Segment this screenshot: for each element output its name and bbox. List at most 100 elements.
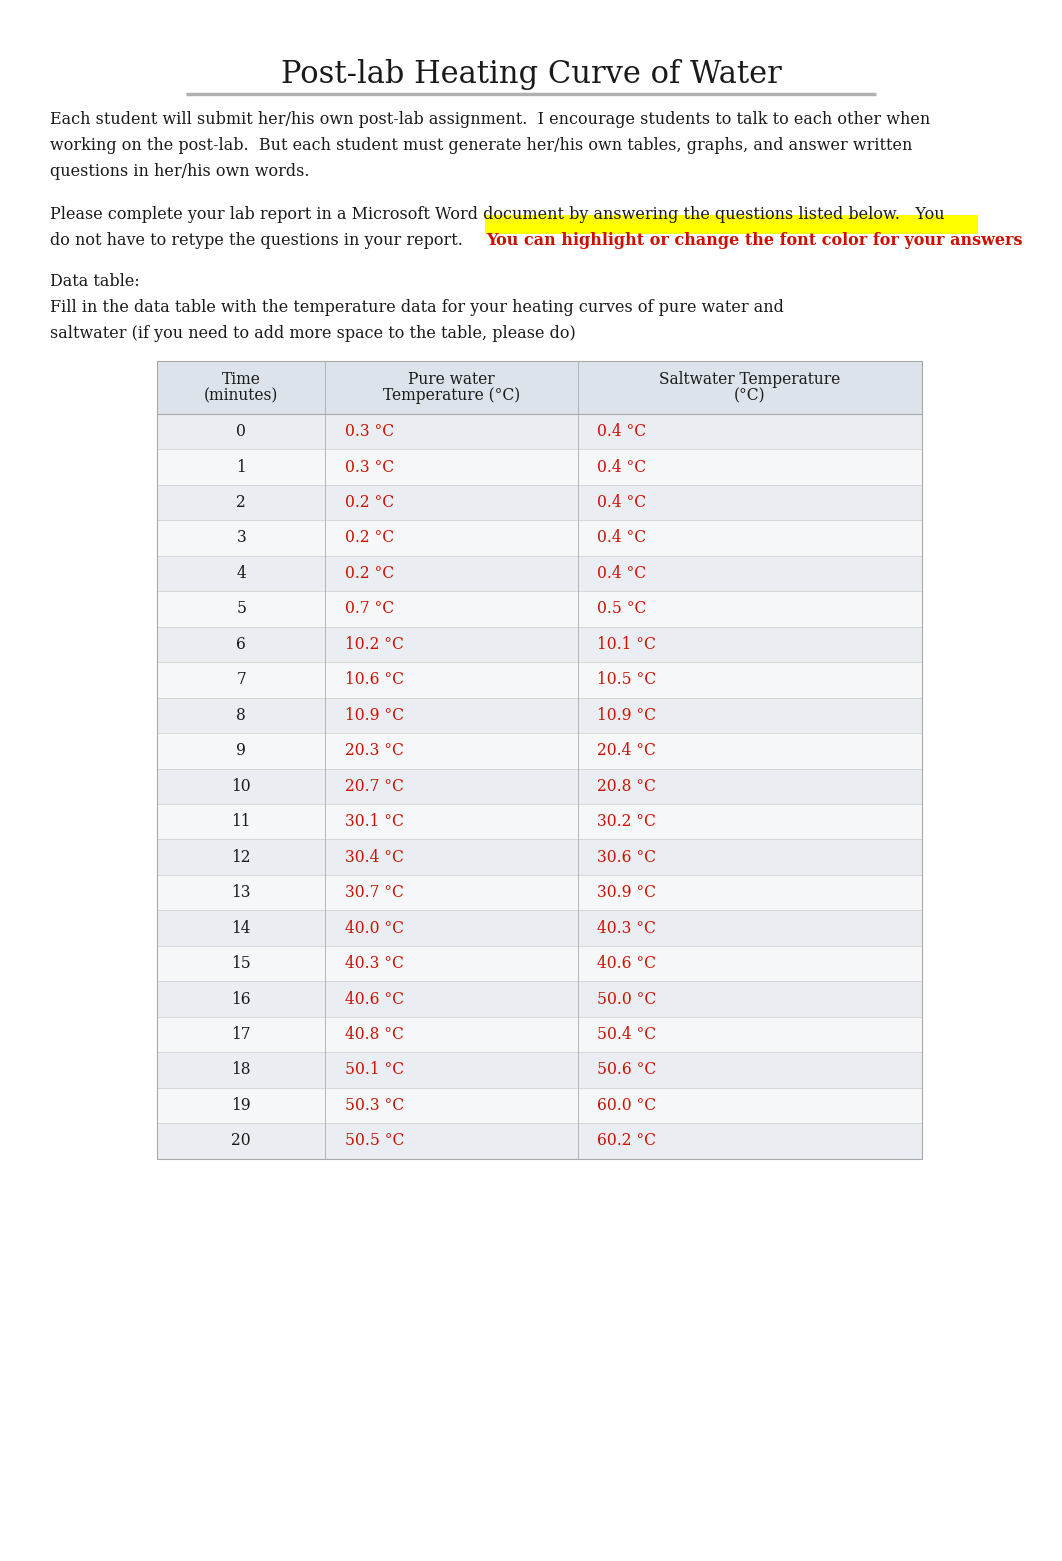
Text: saltwater (if you need to add more space to the table, please do): saltwater (if you need to add more space…	[50, 325, 576, 342]
Text: 8: 8	[237, 707, 246, 724]
Bar	[157, 1016, 922, 1052]
Text: 0.2 °C: 0.2 °C	[344, 493, 394, 510]
Text: 0.3 °C: 0.3 °C	[344, 423, 394, 440]
Text: 40.6 °C: 40.6 °C	[597, 955, 656, 973]
Text: 20: 20	[232, 1132, 251, 1149]
Text: 4: 4	[237, 565, 246, 582]
Bar	[157, 982, 922, 1016]
Text: working on the post-lab.  But each student must generate her/his own tables, gra: working on the post-lab. But each studen…	[50, 137, 912, 155]
Bar	[157, 1088, 922, 1124]
Text: 7: 7	[237, 671, 246, 688]
Text: Temperature (°C): Temperature (°C)	[383, 387, 520, 404]
Text: You can highlight or change the font color for your answers: You can highlight or change the font col…	[486, 231, 1023, 248]
Text: 60.2 °C: 60.2 °C	[597, 1132, 656, 1149]
Text: 16: 16	[232, 991, 251, 1007]
Bar	[157, 361, 922, 1158]
Text: 40.6 °C: 40.6 °C	[344, 991, 404, 1007]
Text: 30.1 °C: 30.1 °C	[344, 813, 404, 830]
Text: 10.5 °C: 10.5 °C	[597, 671, 656, 688]
Bar	[157, 485, 922, 520]
Text: 0.4 °C: 0.4 °C	[597, 493, 646, 510]
Text: Time: Time	[222, 372, 261, 387]
Text: Please complete your lab report in a Microsoft Word document by answering the qu: Please complete your lab report in a Mic…	[50, 206, 944, 223]
Text: 30.7 °C: 30.7 °C	[344, 884, 404, 901]
Text: 12: 12	[232, 849, 251, 866]
Text: 0: 0	[237, 423, 246, 440]
Bar	[157, 592, 922, 626]
Text: 10.6 °C: 10.6 °C	[344, 671, 404, 688]
Bar	[157, 768, 922, 804]
Text: 10.2 °C: 10.2 °C	[344, 635, 404, 652]
Text: do not have to retype the questions in your report.: do not have to retype the questions in y…	[50, 231, 473, 248]
Text: 50.5 °C: 50.5 °C	[344, 1132, 404, 1149]
Text: 30.4 °C: 30.4 °C	[344, 849, 404, 866]
Text: 19: 19	[232, 1097, 251, 1115]
Text: 40.8 °C: 40.8 °C	[344, 1026, 404, 1043]
Text: 0.4 °C: 0.4 °C	[597, 529, 646, 546]
Text: Each student will submit her/his own post-lab assignment.  I encourage students : Each student will submit her/his own pos…	[50, 111, 930, 128]
Bar	[157, 1124, 922, 1158]
Text: Pure water: Pure water	[408, 372, 495, 387]
Text: 30.2 °C: 30.2 °C	[597, 813, 655, 830]
Text: 10.9 °C: 10.9 °C	[344, 707, 404, 724]
Text: 10.1 °C: 10.1 °C	[597, 635, 655, 652]
Text: 9: 9	[237, 743, 246, 759]
Text: 10: 10	[232, 777, 251, 795]
Bar	[157, 874, 922, 910]
Text: 20.3 °C: 20.3 °C	[344, 743, 404, 759]
Text: 20.4 °C: 20.4 °C	[597, 743, 655, 759]
Bar	[157, 361, 922, 1158]
Text: 3: 3	[237, 529, 246, 546]
Text: Fill in the data table with the temperature data for your heating curves of pure: Fill in the data table with the temperat…	[50, 298, 784, 315]
Bar	[157, 556, 922, 592]
Bar	[157, 840, 922, 874]
Text: 0.2 °C: 0.2 °C	[344, 565, 394, 582]
Bar	[157, 626, 922, 662]
Text: 40.3 °C: 40.3 °C	[597, 919, 655, 937]
Text: 20.7 °C: 20.7 °C	[344, 777, 404, 795]
Text: 0.2 °C: 0.2 °C	[344, 529, 394, 546]
Text: 11: 11	[232, 813, 251, 830]
Text: 1: 1	[237, 459, 246, 476]
Text: 13: 13	[232, 884, 251, 901]
Text: 0.4 °C: 0.4 °C	[597, 423, 646, 440]
Text: Post-lab Heating Curve of Water: Post-lab Heating Curve of Water	[280, 59, 782, 91]
Text: 50.3 °C: 50.3 °C	[344, 1097, 404, 1115]
Text: 2: 2	[237, 493, 246, 510]
Text: 14: 14	[232, 919, 251, 937]
Text: 20.8 °C: 20.8 °C	[597, 777, 655, 795]
Text: 60.0 °C: 60.0 °C	[597, 1097, 656, 1115]
Text: 30.9 °C: 30.9 °C	[597, 884, 656, 901]
Bar	[157, 414, 922, 450]
Text: 17: 17	[232, 1026, 251, 1043]
Text: 10.9 °C: 10.9 °C	[597, 707, 656, 724]
Bar	[157, 1052, 922, 1088]
Bar	[485, 215, 978, 234]
Text: 40.0 °C: 40.0 °C	[344, 919, 404, 937]
Text: 50.4 °C: 50.4 °C	[597, 1026, 656, 1043]
Text: 0.4 °C: 0.4 °C	[597, 459, 646, 476]
Text: 50.0 °C: 50.0 °C	[597, 991, 656, 1007]
Text: Data table:: Data table:	[50, 273, 140, 290]
Text: 30.6 °C: 30.6 °C	[597, 849, 656, 866]
Bar	[157, 361, 922, 414]
Text: 0.5 °C: 0.5 °C	[597, 601, 646, 618]
Text: 50.6 °C: 50.6 °C	[597, 1061, 656, 1079]
Text: 50.1 °C: 50.1 °C	[344, 1061, 404, 1079]
Text: 0.7 °C: 0.7 °C	[344, 601, 394, 618]
Bar	[157, 450, 922, 485]
Bar	[157, 804, 922, 840]
Bar	[157, 662, 922, 698]
Text: 0.3 °C: 0.3 °C	[344, 459, 394, 476]
Text: 40.3 °C: 40.3 °C	[344, 955, 404, 973]
Text: 0.4 °C: 0.4 °C	[597, 565, 646, 582]
Text: 5: 5	[236, 601, 246, 618]
Text: questions in her/his own words.: questions in her/his own words.	[50, 162, 309, 180]
Text: 15: 15	[232, 955, 251, 973]
Text: 18: 18	[232, 1061, 251, 1079]
Text: (°C): (°C)	[734, 387, 766, 404]
Text: 6: 6	[237, 635, 246, 652]
Bar	[157, 520, 922, 556]
Bar	[157, 734, 922, 768]
Text: Saltwater Temperature: Saltwater Temperature	[660, 372, 840, 387]
